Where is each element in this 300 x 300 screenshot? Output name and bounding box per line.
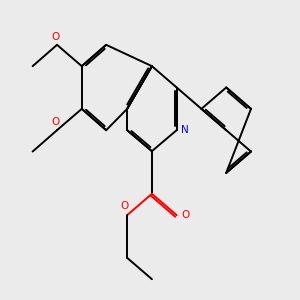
Text: O: O <box>51 32 60 42</box>
Text: O: O <box>51 117 60 127</box>
Text: O: O <box>181 210 190 220</box>
Text: O: O <box>120 201 128 211</box>
Text: N: N <box>181 125 189 135</box>
